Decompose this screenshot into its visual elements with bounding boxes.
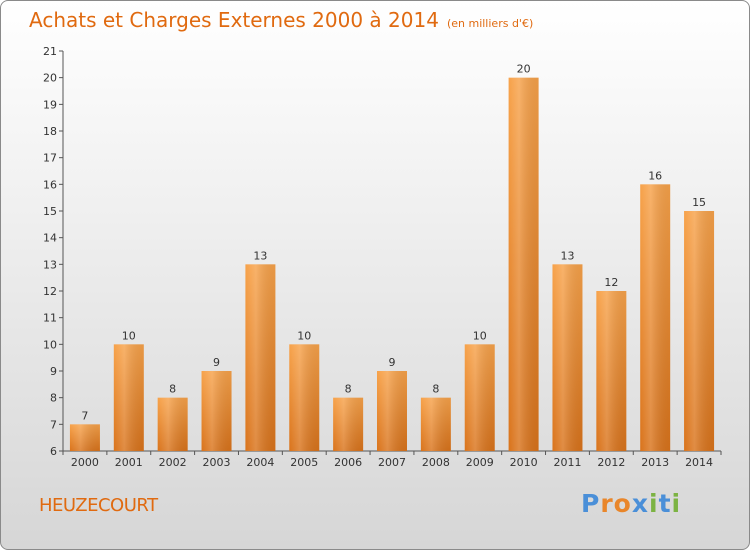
proxiti-logo[interactable]: Proxiti — [581, 489, 682, 518]
chart-title: Achats et Charges Externes 2000 à 2014 (e… — [29, 8, 533, 32]
x-tick-label: 2004 — [246, 456, 274, 469]
bar-shine-2014 — [684, 211, 715, 451]
chart-subtitle: (en milliers d'€) — [446, 17, 534, 30]
bars — [69, 77, 715, 452]
x-tick-label: 2007 — [378, 456, 406, 469]
chart-title-text: Achats et Charges Externes 2000 à 2014 — [29, 8, 439, 32]
bar-shine-2011 — [552, 264, 583, 451]
x-tick-label: 2000 — [71, 456, 99, 469]
bar-shine-2007 — [377, 371, 407, 451]
value-label-2005: 10 — [297, 329, 311, 342]
y-tick-label: 13 — [43, 258, 57, 271]
value-label-2004: 13 — [253, 249, 267, 262]
value-label-2007: 9 — [389, 356, 396, 369]
y-tick-label: 10 — [43, 338, 57, 351]
bar-shine-2002 — [157, 397, 188, 451]
y-tick-label: 17 — [43, 152, 57, 165]
value-label-2009: 10 — [473, 329, 487, 342]
value-label-2011: 13 — [560, 249, 574, 262]
commune-name: HEUZECOURT — [39, 495, 158, 516]
x-tick-label: 2006 — [334, 456, 362, 469]
bar-shine-2009 — [464, 344, 495, 451]
x-tick-label: 2010 — [510, 456, 538, 469]
x-tick-label: 2011 — [553, 456, 581, 469]
value-label-2000: 7 — [81, 409, 88, 422]
y-tick-label: 20 — [43, 72, 57, 85]
y-tick-label: 7 — [50, 418, 57, 431]
y-tick-label: 12 — [43, 285, 57, 298]
y-tick-label: 8 — [50, 392, 57, 405]
value-label-2010: 20 — [517, 63, 531, 76]
bar-shine-2006 — [333, 397, 364, 451]
y-tick-label: 14 — [43, 232, 57, 245]
axes: 6 7 8 9 10 11 12 13 14 15 16 17 18 19 20 21 2000 2001 2002… — [43, 45, 722, 469]
y-tick-label: 11 — [43, 312, 57, 325]
bar-shine-2001 — [113, 344, 144, 451]
value-label-2013: 16 — [648, 169, 662, 182]
y-tick-label: 16 — [43, 178, 57, 191]
bar-shine-2003 — [201, 371, 232, 451]
bar-shine-2010 — [508, 77, 539, 452]
bar-shine-2000 — [69, 424, 100, 451]
bar-shine-2005 — [289, 344, 320, 451]
x-tick-label: 2001 — [115, 456, 143, 469]
bar-shine-2012 — [596, 291, 627, 451]
y-tick-label: 21 — [43, 45, 57, 58]
y-tick-label: 6 — [50, 445, 57, 458]
value-label-2012: 12 — [604, 276, 618, 289]
value-label-2008: 8 — [432, 383, 439, 396]
y-tick-label: 18 — [43, 125, 57, 138]
value-labels: 7 10 8 9 13 10 8 9 8 10 20 13 12 16 15 — [81, 63, 706, 423]
x-tick-label: 2003 — [203, 456, 231, 469]
x-tick-label: 2002 — [159, 456, 187, 469]
bar-shine-2004 — [245, 264, 276, 451]
x-tick-label: 2013 — [641, 456, 669, 469]
value-label-2014: 15 — [692, 196, 706, 209]
value-label-2006: 8 — [345, 383, 352, 396]
y-tick-label: 19 — [43, 98, 57, 111]
x-tick-label: 2009 — [466, 456, 494, 469]
y-tick-label: 15 — [43, 205, 57, 218]
bar-shine-2013 — [640, 184, 671, 452]
value-label-2002: 8 — [169, 383, 176, 396]
bar-shine-2008 — [420, 397, 451, 451]
x-tick-label: 2005 — [290, 456, 318, 469]
x-tick-label: 2008 — [422, 456, 450, 469]
value-label-2003: 9 — [213, 356, 220, 369]
x-tick-label: 2014 — [685, 456, 713, 469]
value-label-2001: 10 — [122, 329, 136, 342]
x-tick-label: 2012 — [597, 456, 625, 469]
y-tick-label: 9 — [50, 365, 57, 378]
